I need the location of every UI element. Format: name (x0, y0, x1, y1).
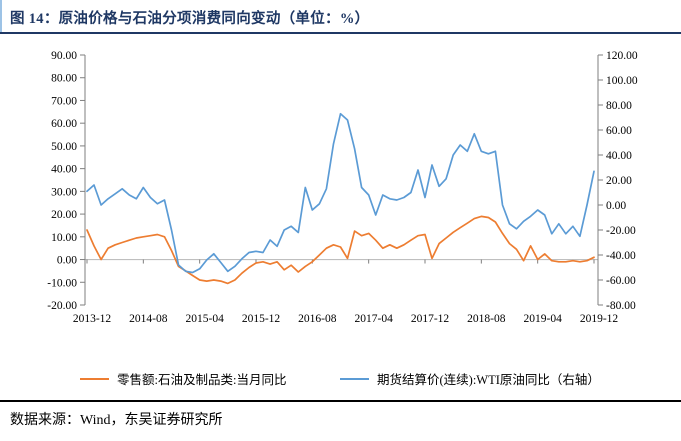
x-tick-label: 2019-04 (523, 313, 562, 325)
x-tick-label: 2019-12 (580, 313, 619, 325)
left-axis-tick-label: -10.00 (47, 277, 77, 289)
left-axis-tick-label: 90.00 (51, 50, 77, 62)
figure-title: 图 14：原油价格与石油分项消费同向变动（单位：%） (10, 11, 370, 27)
left-axis-tick-label: 70.00 (51, 95, 77, 107)
right-axis-tick-label: -20.00 (606, 225, 636, 237)
bottom-divider-rule (0, 400, 681, 402)
title-divider-rule (0, 32, 681, 34)
left-axis-tick-label: 50.00 (51, 141, 77, 153)
series-line-wti (86, 112, 595, 274)
right-axis-tick-label: 40.00 (606, 150, 632, 162)
x-tick-label: 2017-12 (411, 313, 450, 325)
left-axis-tick-label: 60.00 (51, 118, 77, 130)
right-axis-tick-label: 20.00 (606, 175, 632, 187)
left-axis-tick-label: 0.00 (57, 255, 77, 267)
x-tick-label: 2013-12 (73, 313, 112, 325)
right-axis-tick-label: 100.00 (606, 75, 638, 87)
legend-label-wti: 期货结算价(连续):WTI原油同比（右轴） (377, 373, 600, 387)
x-tick-label: 2015-12 (242, 313, 281, 325)
chart-legend: 零售额:石油及制品类:当月同比 期货结算价(连续):WTI原油同比（右轴） (0, 369, 681, 387)
right-axis-tick-label: -80.00 (606, 300, 636, 312)
legend-swatch-blue (340, 377, 369, 380)
legend-swatch-orange (80, 377, 109, 380)
right-axis-tick-label: -40.00 (606, 250, 636, 262)
x-tick-label: 2017-04 (354, 313, 393, 325)
left-axis-tick-label: -20.00 (47, 300, 77, 312)
left-axis-tick-label: 30.00 (51, 186, 77, 198)
right-axis-tick-label: 0.00 (606, 200, 626, 212)
right-axis-tick-label: 60.00 (606, 125, 632, 137)
x-tick-label: 2016-08 (298, 313, 337, 325)
series-line-retail (86, 215, 595, 285)
x-tick-label: 2018-08 (467, 313, 506, 325)
x-tick-label: 2015-04 (185, 313, 224, 325)
left-axis-tick-label: 80.00 (51, 73, 77, 85)
legend-item-retail: 零售额:石油及制品类:当月同比 (80, 369, 286, 388)
right-axis-tick-label: 80.00 (606, 100, 632, 112)
legend-item-wti: 期货结算价(连续):WTI原油同比（右轴） (340, 369, 600, 388)
data-source-note: 数据来源：Wind，东吴证券研究所 (10, 413, 223, 428)
left-accent-bar (0, 0, 2, 33)
right-axis-tick-label: -60.00 (606, 275, 636, 287)
left-axis-tick-label: 40.00 (51, 164, 77, 176)
right-axis-tick-label: 120.00 (606, 50, 638, 62)
left-axis-tick-label: 20.00 (51, 209, 77, 221)
x-tick-label: 2014-08 (129, 313, 168, 325)
legend-label-retail: 零售额:石油及制品类:当月同比 (117, 373, 287, 387)
left-axis-tick-label: 10.00 (51, 232, 77, 244)
